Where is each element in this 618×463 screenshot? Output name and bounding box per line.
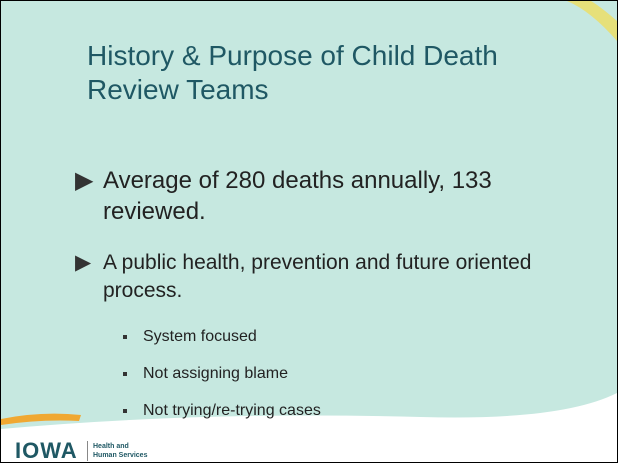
separator: [87, 441, 88, 461]
bullet-list: Average of 280 deaths annually, 133 revi…: [75, 165, 555, 438]
logo: IOWA: [15, 438, 78, 463]
bullet: Average of 280 deaths annually, 133 revi…: [75, 165, 555, 227]
agency-name: Health and Human Services: [93, 443, 148, 459]
slide-title: History & Purpose of Child Death Review …: [87, 40, 498, 105]
sub-bullet: System focused: [123, 327, 555, 347]
bullet: A public health, prevention and future o…: [75, 249, 555, 305]
sub-bullet: Not assigning blame: [123, 364, 555, 384]
sub-bullet: Not trying/re-trying cases: [123, 401, 555, 421]
